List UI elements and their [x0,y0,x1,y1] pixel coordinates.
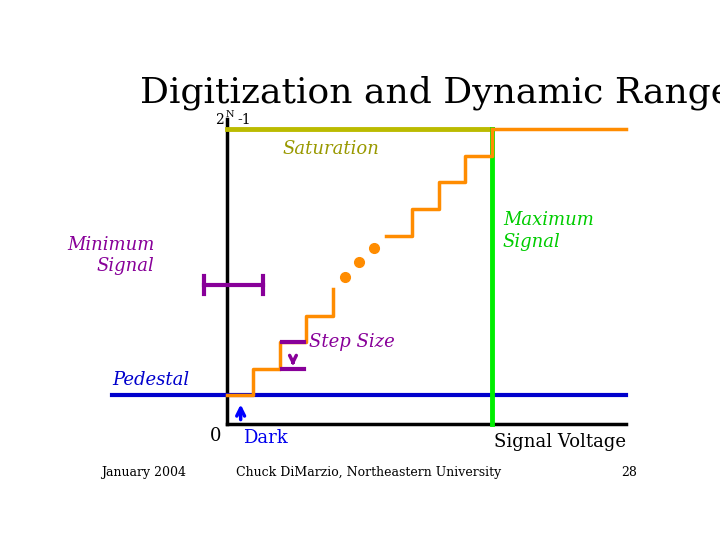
Text: 0: 0 [210,427,221,444]
Text: Saturation: Saturation [282,140,379,158]
Text: -1: -1 [238,113,251,127]
Text: 2: 2 [215,113,224,127]
Text: 28: 28 [621,465,637,478]
Text: Dark: Dark [243,429,288,447]
Text: Chuck DiMarzio, Northeastern University: Chuck DiMarzio, Northeastern University [236,465,502,478]
Text: Pedestal: Pedestal [112,371,189,389]
Text: Minimum
Signal: Minimum Signal [67,236,154,275]
Text: January 2004: January 2004 [101,465,186,478]
Text: Step Size: Step Size [309,333,395,352]
Text: N: N [225,110,234,119]
Text: Maximum
Signal: Maximum Signal [503,211,594,251]
Text: Digitization and Dynamic Range: Digitization and Dynamic Range [140,75,720,110]
Text: Signal Voltage: Signal Voltage [494,433,626,451]
